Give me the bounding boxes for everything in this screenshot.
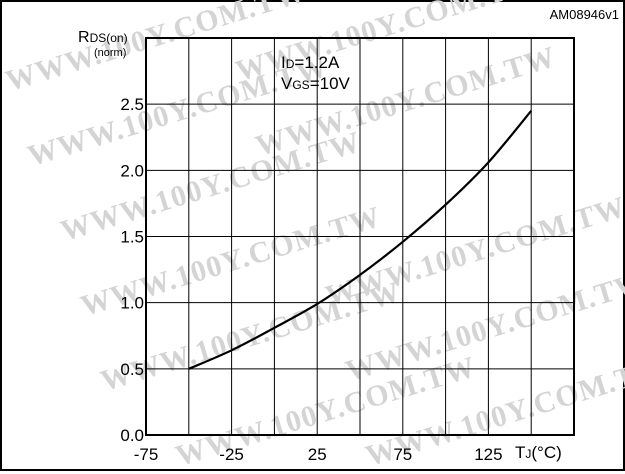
plot-border xyxy=(145,37,575,436)
x-tick-label: -25 xyxy=(219,445,244,464)
y-tick-label: 1.0 xyxy=(120,294,144,313)
y-axis-norm-label: (norm) xyxy=(94,47,127,59)
x-tick-label: 125 xyxy=(474,445,502,464)
y-tick-label: 2.0 xyxy=(120,161,144,180)
x-tick-label: 75 xyxy=(393,445,412,464)
x-tick-label: 25 xyxy=(308,445,327,464)
y-tick-label: 0.5 xyxy=(120,360,144,379)
figure-code: AM08946v1 xyxy=(549,7,619,22)
rds-on-curve xyxy=(188,110,533,370)
y-tick-label: 2.5 xyxy=(120,95,144,114)
x-tick-label: -75 xyxy=(134,445,159,464)
y-axis-label: RDS(on) xyxy=(78,29,128,46)
condition-vgs: VGS=10V xyxy=(281,74,350,93)
y-tick-label: 1.5 xyxy=(120,228,144,247)
y-tick-label: 0.0 xyxy=(120,426,144,445)
x-axis-label: TJ(°C) xyxy=(515,443,562,462)
